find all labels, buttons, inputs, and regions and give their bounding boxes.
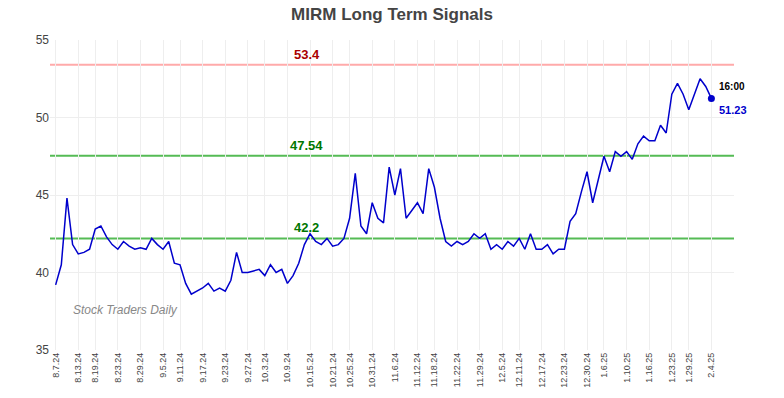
svg-text:1.16.25: 1.16.25: [644, 353, 654, 383]
svg-text:8.23.24: 8.23.24: [113, 353, 123, 383]
svg-text:12.17.24: 12.17.24: [537, 353, 547, 388]
svg-text:12.5.24: 12.5.24: [497, 353, 507, 383]
svg-text:11.6.24: 11.6.24: [390, 353, 400, 382]
svg-text:40: 40: [36, 266, 50, 280]
svg-text:1.10.25: 1.10.25: [622, 353, 632, 383]
svg-text:Stock Traders Daily: Stock Traders Daily: [73, 303, 178, 317]
svg-text:10.9.24: 10.9.24: [282, 353, 292, 383]
svg-text:12.23.24: 12.23.24: [559, 353, 569, 388]
svg-text:16:00: 16:00: [719, 81, 745, 92]
svg-text:10.25.24: 10.25.24: [345, 353, 355, 388]
svg-text:50: 50: [36, 111, 50, 125]
svg-text:1.6.25: 1.6.25: [599, 353, 609, 378]
svg-text:MIRM Long Term Signals: MIRM Long Term Signals: [291, 5, 493, 24]
svg-text:10.3.24: 10.3.24: [260, 353, 270, 383]
svg-text:9.23.24: 9.23.24: [220, 353, 230, 383]
svg-text:2.4.25: 2.4.25: [706, 353, 716, 378]
svg-text:11.29.24: 11.29.24: [475, 353, 485, 387]
svg-text:9.11.24: 9.11.24: [175, 353, 185, 382]
svg-text:12.30.24: 12.30.24: [582, 353, 592, 388]
svg-text:9.5.24: 9.5.24: [158, 353, 168, 378]
svg-text:11.22.24: 11.22.24: [452, 353, 462, 387]
svg-text:9.27.24: 9.27.24: [243, 353, 253, 383]
svg-text:45: 45: [36, 188, 50, 202]
svg-text:35: 35: [36, 343, 50, 357]
svg-text:8.7.24: 8.7.24: [51, 353, 61, 378]
svg-text:55: 55: [36, 33, 50, 47]
svg-text:9.17.24: 9.17.24: [198, 353, 208, 383]
svg-text:47.54: 47.54: [290, 138, 323, 153]
svg-text:10.31.24: 10.31.24: [367, 353, 377, 388]
svg-text:51.23: 51.23: [719, 104, 747, 116]
svg-text:11.12.24: 11.12.24: [412, 353, 422, 387]
svg-text:42.2: 42.2: [294, 220, 319, 235]
svg-text:8.13.24: 8.13.24: [73, 353, 83, 383]
svg-text:8.19.24: 8.19.24: [90, 353, 100, 383]
svg-text:8.29.24: 8.29.24: [135, 353, 145, 383]
svg-text:10.15.24: 10.15.24: [305, 353, 315, 388]
svg-text:1.23.25: 1.23.25: [667, 353, 677, 383]
svg-text:53.4: 53.4: [294, 47, 320, 62]
svg-text:10.21.24: 10.21.24: [328, 353, 338, 388]
svg-text:11.18.24: 11.18.24: [429, 353, 439, 387]
svg-text:12.11.24: 12.11.24: [514, 353, 524, 387]
svg-text:1.29.25: 1.29.25: [684, 353, 694, 383]
